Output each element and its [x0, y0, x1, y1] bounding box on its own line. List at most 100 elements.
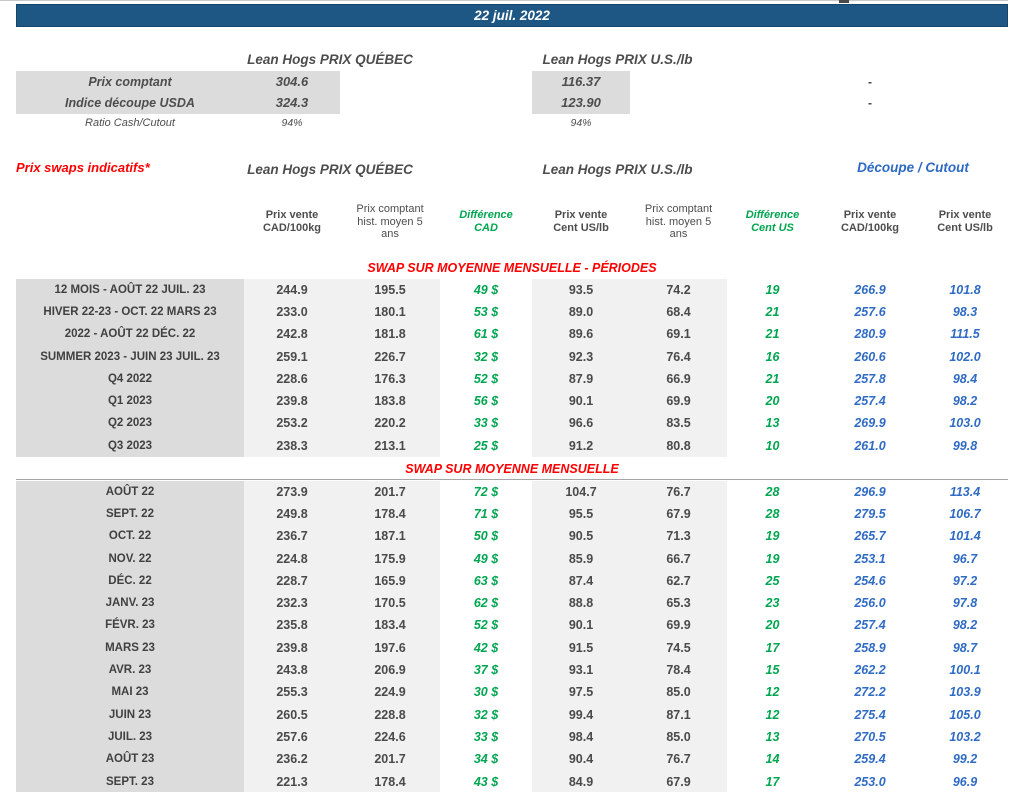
value-cell: 165.9 — [340, 569, 440, 592]
value-cell: 84.9 — [532, 770, 630, 792]
value-cell: 56 $ — [440, 389, 532, 413]
table-row: Q3 2023 238.3 213.1 25 $91.2 80.8 10 261.0 99.8 — [16, 434, 1008, 457]
column-header-hist-us: Prix comptant hist. moyen 5 ans — [644, 202, 713, 241]
value-cell: 76.4 — [630, 345, 727, 368]
value-cell: 19 — [727, 278, 818, 301]
value-cell: 224.9 — [340, 681, 440, 704]
value-cell: 85.0 — [630, 725, 727, 749]
value-cell: 92.3 — [532, 345, 630, 368]
value-cell: 183.4 — [340, 614, 440, 637]
value-cell: 83.5 — [630, 412, 727, 435]
table-row: Q2 2023 253.2 220.2 33 $96.6 83.5 13 269.9 103.… — [16, 412, 1008, 435]
ratio-us-value: 94% — [570, 117, 592, 129]
value-cell: 88.8 — [532, 591, 630, 615]
value-cell: 224.8 — [244, 547, 340, 570]
report-date: 22 juil. 2022 — [474, 8, 550, 23]
value-cell: 266.9 — [818, 278, 922, 301]
row-label-cell: JUIL. 23 — [16, 725, 244, 749]
value-cell: 67.9 — [630, 502, 727, 526]
value-cell: 69.9 — [630, 389, 727, 413]
value-cell: 85.9 — [532, 547, 630, 570]
value-cell: 12 — [727, 703, 818, 726]
section-title-periodes: SWAP SUR MOYENNE MENSUELLE - PÉRIODES — [367, 261, 657, 275]
row-label-cell: JUIN 23 — [16, 703, 244, 726]
column-header-difference-us: Différence Cent US — [745, 209, 800, 234]
value-cell: 93.1 — [532, 658, 630, 682]
value-cell: 10 — [727, 434, 818, 457]
periods-table: 12 MOIS - AOÛT 22 JUIL. 23 244.9 195.5 49 $… — [16, 278, 1008, 457]
table-row: JANV. 23 232.3 170.5 62 $88.8 65.3 23 256.0 97.… — [16, 591, 1008, 615]
value-cell: 253.1 — [818, 547, 922, 570]
table-row: Q4 2022 228.6 176.3 52 $87.9 66.9 21 257.8 98.4 — [16, 367, 1008, 390]
value-cell: 101.8 — [922, 278, 1008, 301]
value-cell: 89.6 — [532, 323, 630, 346]
value-cell: 195.5 — [340, 278, 440, 301]
value-cell: 226.7 — [340, 345, 440, 368]
value-cell: 67.9 — [630, 770, 727, 792]
value-cell: 256.0 — [818, 591, 922, 615]
row-label-cell: FÉVR. 23 — [16, 614, 244, 637]
value-cell: 176.3 — [340, 367, 440, 390]
value-cell: 181.8 — [340, 323, 440, 346]
value-cell: 235.8 — [244, 614, 340, 637]
table-row: SEPT. 22 249.8 178.4 71 $95.5 67.9 28 279.5 106… — [16, 502, 1008, 526]
value-cell: 236.2 — [244, 748, 340, 771]
value-cell: 228.8 — [340, 703, 440, 726]
value-cell: 269.9 — [818, 412, 922, 435]
value-cell: 17 — [727, 770, 818, 792]
value-cell: 259.1 — [244, 345, 340, 368]
value-cell: 95.5 — [532, 502, 630, 526]
row-label-cell: OCT. 22 — [16, 525, 244, 548]
spot-us-header: Lean Hogs PRIX U.S./lb — [542, 51, 693, 67]
value-cell: 96.7 — [922, 547, 1008, 570]
value-cell: 53 $ — [440, 300, 532, 324]
table-row: MAI 23 255.3 224.9 30 $97.5 85.0 12 272.2 103.9 — [16, 681, 1008, 704]
value-cell: 30 $ — [440, 681, 532, 704]
value-cell: 28 — [727, 502, 818, 526]
value-cell: 87.1 — [630, 703, 727, 726]
value-cell: 201.7 — [340, 480, 440, 503]
table-row: AOÛT 22 273.9 201.7 72 $104.7 76.7 28 296.9 113… — [16, 480, 1008, 503]
value-cell: 183.8 — [340, 389, 440, 413]
value-cell: 257.8 — [818, 367, 922, 390]
table-row: SUMMER 2023 - JUIN 23 JUIL. 23 259.1 226.7… — [16, 345, 1008, 368]
value-cell: 99.2 — [922, 748, 1008, 771]
swaps-us-header: Lean Hogs PRIX U.S./lb — [542, 161, 693, 177]
spot-quebec-header: Lean Hogs PRIX QUÉBEC — [247, 51, 413, 67]
column-header-prix-vente-cad: Prix vente CAD/100kg — [262, 209, 322, 234]
value-cell: 96.9 — [922, 770, 1008, 792]
value-cell: 96.6 — [532, 412, 630, 435]
spot-quebec-value: 324.3 — [275, 95, 309, 110]
top-border-line — [0, 0, 1008, 1]
swaps-section-label: Prix swaps indicatifs* — [16, 160, 150, 175]
value-cell: 255.3 — [244, 681, 340, 704]
value-cell: 178.4 — [340, 770, 440, 792]
value-cell: 19 — [727, 547, 818, 570]
row-label-cell: DÉC. 22 — [16, 569, 244, 592]
value-cell: 49 $ — [440, 278, 532, 301]
table-row: SEPT. 23 221.3 178.4 43 $84.9 67.9 17 253.0 96.… — [16, 770, 1008, 792]
row-label-cell: Q3 2023 — [16, 434, 244, 457]
value-cell: 280.9 — [818, 323, 922, 346]
value-cell: 232.3 — [244, 591, 340, 615]
row-label-cell: 2022 - AOÛT 22 DÉC. 22 — [16, 323, 244, 346]
value-cell: 258.9 — [818, 636, 922, 659]
value-cell: 91.5 — [532, 636, 630, 659]
column-header-hist-cad: Prix comptant hist. moyen 5 ans — [356, 202, 424, 241]
value-cell: 21 — [727, 323, 818, 346]
value-cell: 239.8 — [244, 389, 340, 413]
row-label-cell: SEPT. 22 — [16, 502, 244, 526]
value-cell: 20 — [727, 614, 818, 637]
value-cell: 98.2 — [922, 389, 1008, 413]
value-cell: 71 $ — [440, 502, 532, 526]
spot-us-value: 116.37 — [561, 74, 601, 89]
value-cell: 32 $ — [440, 703, 532, 726]
value-cell: 100.1 — [922, 658, 1008, 682]
column-header-difference-cad: Différence CAD — [459, 209, 513, 234]
value-cell: 34 $ — [440, 748, 532, 771]
value-cell: 72 $ — [440, 480, 532, 503]
table-row: AVR. 23 243.8 206.9 37 $93.1 78.4 15 262.2 100.… — [16, 658, 1008, 682]
value-cell: 233.0 — [244, 300, 340, 324]
value-cell: 23 — [727, 591, 818, 615]
